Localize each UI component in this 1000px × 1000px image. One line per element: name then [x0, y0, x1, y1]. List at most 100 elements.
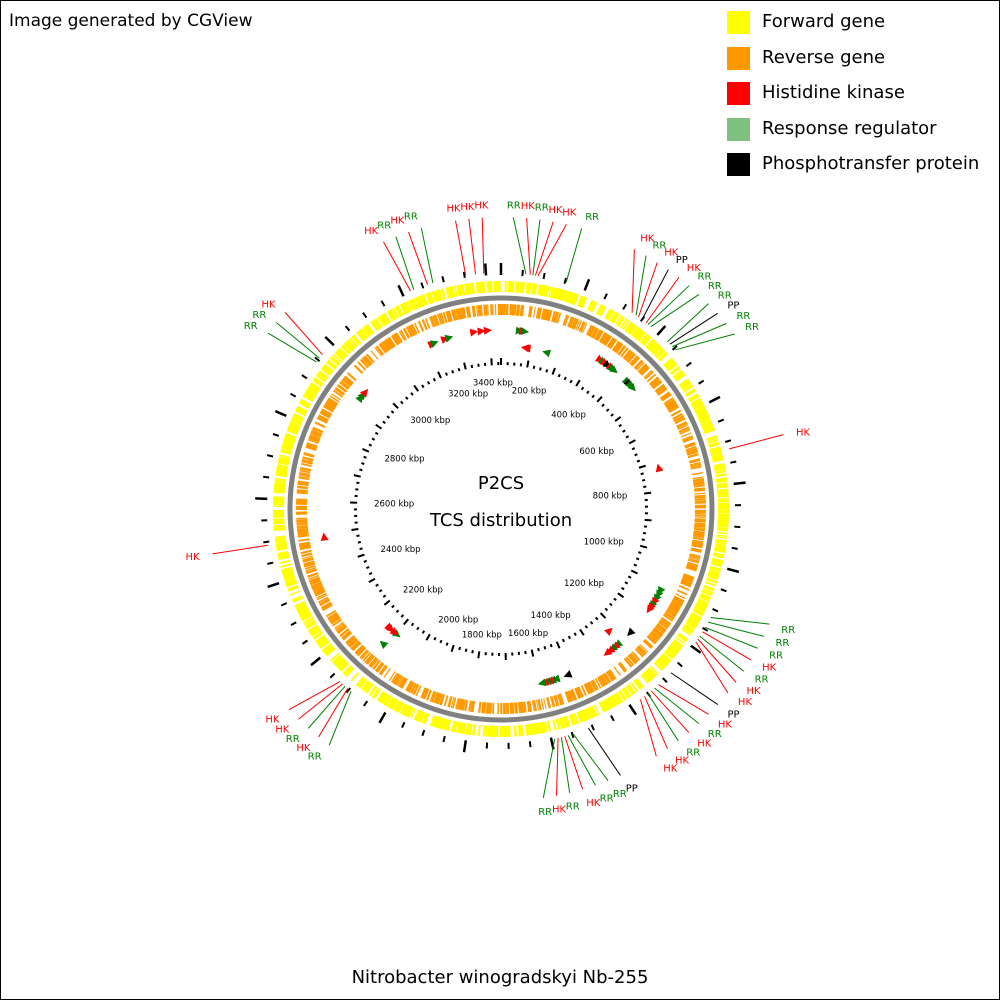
callout-line [710, 617, 770, 625]
reverse-gene-tick [658, 621, 669, 630]
forward-gene-tick [386, 310, 395, 322]
reverse-gene-tick [426, 689, 432, 701]
ruler-tick [366, 565, 370, 570]
ruler-tick [621, 586, 625, 591]
reverse-gene-tick [379, 665, 387, 675]
reverse-gene-tick [299, 466, 312, 472]
forward-gene-tick [702, 424, 714, 431]
forward-gene-tick [625, 685, 634, 696]
ruler-tick [378, 589, 383, 593]
ruler-tick [625, 435, 630, 439]
forward-gene-tick [368, 685, 377, 696]
reverse-gene-tick [390, 672, 398, 683]
forward-gene-tick [276, 466, 288, 472]
forward-gene-tick [687, 393, 699, 401]
reverse-gene-tick [442, 311, 448, 324]
reverse-gene-tick [351, 641, 361, 651]
tcs-arrow-rr [627, 382, 636, 392]
forward-gene-tick [642, 336, 652, 346]
forward-gene-tick [405, 301, 411, 313]
reverse-gene-tick [463, 307, 467, 319]
forward-gene-tick [279, 559, 291, 565]
legend-label-response-regulator: Response regulator [762, 117, 937, 139]
reverse-gene-tick [298, 541, 311, 546]
forward-gene-tick [325, 647, 336, 657]
forward-gene-tick [707, 438, 719, 445]
scale-minor-tick [380, 300, 386, 307]
reverse-gene-tick [364, 355, 373, 365]
reverse-gene-tick [384, 339, 393, 350]
reverse-gene-tick [341, 630, 351, 639]
tcs-arrow-hk [603, 647, 613, 656]
reverse-gene-tick [353, 365, 363, 374]
forward-gene-tick [683, 385, 694, 393]
callout-label-hk: HK [186, 552, 201, 563]
reverse-gene-tick [459, 307, 464, 320]
forward-gene-tick [285, 579, 297, 586]
forward-gene-tick [277, 464, 289, 469]
reverse-gene-tick [553, 695, 558, 707]
ruler-tick [361, 462, 365, 465]
reverse-gene-tick [464, 699, 469, 712]
reverse-gene-tick [638, 364, 648, 374]
forward-gene-tick [599, 701, 606, 713]
forward-gene-tick [317, 637, 328, 647]
callout-label-rr: RR [745, 322, 759, 333]
forward-gene-tick [681, 382, 692, 390]
forward-gene-tick [296, 407, 307, 414]
forward-gene-tick [717, 526, 729, 530]
reverse-gene-tick [620, 347, 628, 357]
callout-label-rr: RR [698, 272, 712, 283]
reverse-gene-tick [411, 323, 418, 335]
forward-gene-tick [715, 541, 727, 545]
forward-gene-tick [413, 709, 420, 721]
reverse-gene-tick [666, 609, 677, 617]
forward-gene-tick [419, 295, 426, 307]
ruler-tick [400, 614, 405, 618]
forward-gene-tick [278, 457, 290, 463]
reverse-gene-tick [557, 694, 562, 706]
forward-gene-tick [693, 606, 705, 614]
reverse-gene-tick [426, 689, 433, 701]
forward-gene-tick [281, 568, 293, 574]
reverse-gene-tick [310, 432, 321, 438]
forward-gene-tick [695, 603, 707, 610]
forward-gene-tick [693, 403, 705, 411]
reverse-gene-tick [470, 700, 474, 712]
reverse-gene-tick [365, 354, 374, 364]
reverse-gene-tick [318, 596, 329, 603]
ruler-label: 1400 kbp [531, 611, 571, 621]
callout-label-rr: RR [769, 650, 783, 661]
scale-minor-tick [671, 345, 678, 351]
reverse-gene-tick [569, 689, 575, 701]
callout-line [383, 241, 412, 292]
forward-gene-tick [698, 415, 710, 422]
forward-gene-tick [537, 284, 542, 296]
reverse-gene-tick [331, 393, 341, 401]
forward-gene-tick [711, 451, 723, 457]
reverse-gene-tick [685, 566, 697, 572]
reverse-gene-tick [666, 402, 678, 411]
reverse-gene-tick [324, 404, 335, 411]
ruler-tick [573, 632, 577, 636]
callout-line [564, 736, 584, 790]
reverse-gene-tick [523, 701, 526, 713]
ruler-tick [405, 396, 409, 400]
reverse-gene-tick [664, 398, 675, 406]
forward-gene-tick [435, 716, 441, 729]
forward-gene-tick [483, 725, 486, 737]
forward-gene-tick [416, 296, 423, 308]
reverse-gene-tick [317, 416, 328, 424]
forward-gene-tick [388, 697, 397, 709]
forward-gene-tick [548, 286, 553, 298]
reverse-gene-tick [431, 691, 437, 703]
tcs-arrow-rr [444, 334, 454, 343]
callout-line [639, 699, 657, 757]
forward-gene-tick [409, 299, 416, 311]
reverse-gene-tick [320, 409, 332, 417]
forward-gene-tick [580, 709, 587, 721]
reverse-gene-tick [344, 375, 354, 384]
forward-gene-tick [340, 662, 350, 672]
reverse-gene-tick [643, 369, 653, 379]
forward-gene-tick [393, 700, 401, 712]
